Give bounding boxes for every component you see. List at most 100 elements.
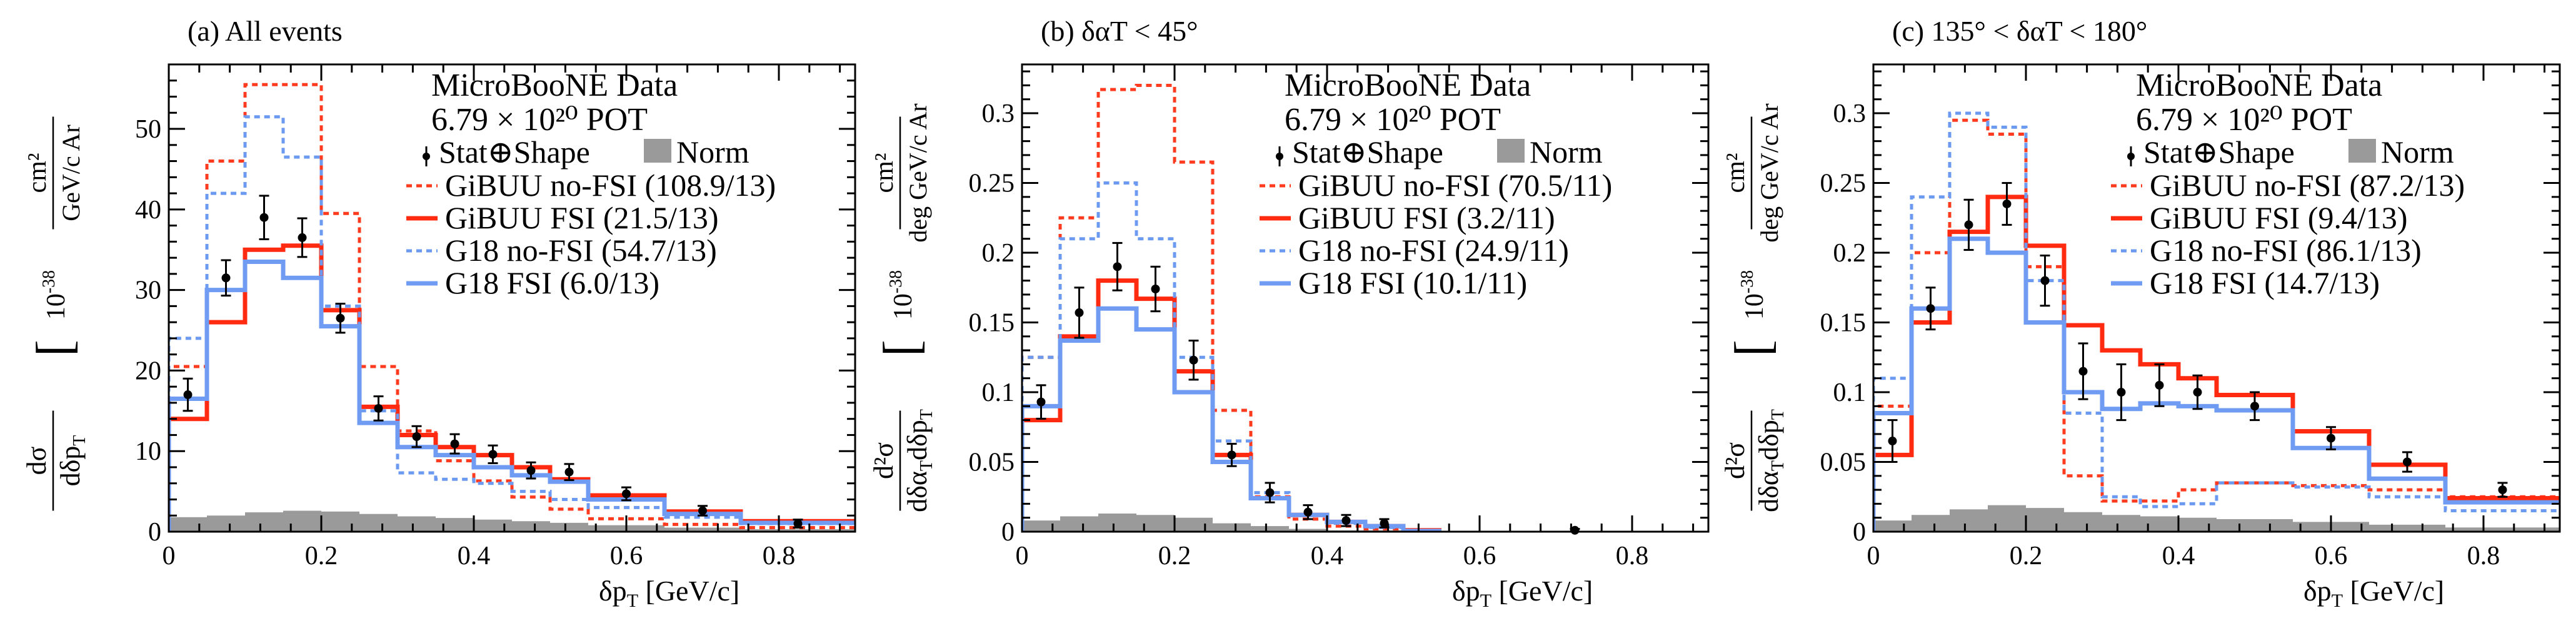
y-label-unit-numerator: cm²	[1722, 153, 1750, 193]
y-label-numerator: d²σ	[868, 442, 899, 479]
x-tick-label: 0.6	[2315, 542, 2348, 570]
x-axis-label-part: T	[1480, 590, 1491, 611]
y-tick-label: 0.3	[982, 99, 1015, 128]
y-label-scale-part: -38	[39, 270, 59, 293]
x-axis-label: δpT [GeV/c]	[1452, 575, 1593, 611]
y-axis: 0 10 20 30 40 50	[135, 63, 855, 547]
y-label-denominator-part: dδα	[1753, 471, 1784, 512]
legend-header: MicroBooNE Data	[431, 68, 678, 103]
norm-band-bar	[2217, 519, 2293, 532]
legend-pot: 6.79 × 10²⁰ POT	[1285, 102, 1501, 138]
y-label-scale: 10-38	[39, 270, 71, 320]
legend-entry: GiBUU no-FSI (108.9/13)	[445, 168, 776, 203]
y-label-bracket-left: [	[27, 340, 82, 357]
y-label-denominator-part: dδp	[1753, 420, 1784, 460]
y-axis: 0 0.05 0.1 0.15 0.2 0.25 0.3	[1820, 70, 2560, 547]
y-tick-label: 0.25	[969, 170, 1015, 198]
data-point	[1113, 262, 1122, 271]
data-point	[259, 213, 269, 222]
y-label-denominator-part: dδα	[902, 471, 933, 512]
x-tick-label: 0.8	[1616, 542, 1649, 570]
y-tick-label: 0	[148, 518, 161, 547]
x-tick-label: 0.2	[1158, 542, 1191, 570]
y-tick-label: 0	[1853, 518, 1866, 547]
y-label-bracket-left: [	[1725, 340, 1780, 357]
legend-entry: GiBUU no-FSI (87.2/13)	[2150, 168, 2465, 203]
data-point	[2250, 402, 2259, 411]
legend-header: MicroBooNE Data	[2136, 68, 2382, 103]
data-point	[564, 467, 574, 477]
x-tick-label: 0.8	[763, 542, 796, 570]
y-label-scale-part: 10	[889, 293, 918, 320]
plot-frame	[168, 63, 856, 533]
y-tick-label: 0.2	[982, 239, 1015, 268]
norm-band-bar	[512, 521, 550, 532]
norm-band-bar	[1289, 529, 1327, 532]
legend-entry: GiBUU no-FSI (70.5/11)	[1298, 168, 1612, 203]
y-tick-label: 40	[135, 196, 161, 225]
y-tick-label: 0	[1001, 518, 1015, 547]
legend-entry: G18 FSI (6.0/13)	[445, 265, 659, 300]
x-tick-label: 0.4	[458, 542, 491, 570]
y-tick-label: 0.3	[1833, 99, 1867, 128]
x-axis-label-part: [GeV/c]	[2343, 575, 2444, 607]
norm-band-bar	[321, 511, 359, 532]
plot-frame	[1872, 63, 2561, 533]
x-axis-label-part: [GeV/c]	[638, 575, 739, 607]
data-point	[1964, 220, 1973, 230]
data-point	[1341, 516, 1351, 525]
legend-entry: G18 no-FSI (24.9/11)	[1298, 233, 1569, 268]
y-label-unit-denominator: deg GeV/c Ar	[1755, 103, 1783, 242]
norm-band-bar	[1060, 516, 1098, 532]
legend-entry: GiBUU FSI (21.5/13)	[445, 200, 719, 235]
x-tick-label: 0.2	[305, 542, 338, 570]
y-axis: 0 0.05 0.1 0.15 0.2 0.25 0.3	[969, 70, 1708, 547]
y-tick-label: 10	[135, 437, 161, 466]
y-tick-label: 0.05	[1820, 448, 1867, 477]
y-tick-label: 0.1	[982, 378, 1015, 407]
data-point	[298, 233, 307, 242]
y-tick-label: 0.15	[1820, 309, 1867, 338]
x-tick-label: 0.2	[2010, 542, 2043, 570]
norm-band-bar	[2369, 524, 2445, 532]
norm-band-bar	[169, 517, 207, 532]
x-axis-label-part: T	[2332, 590, 2343, 611]
panel-label: (b) δαT < 45°	[1041, 15, 1198, 47]
data-point	[2327, 433, 2335, 443]
norm-band-bar	[2178, 517, 2217, 532]
x-axis-label-part: δp	[2303, 575, 2332, 607]
data-point	[221, 273, 231, 283]
legend-norm-swatch	[644, 139, 671, 163]
norm-band-bar	[436, 518, 474, 532]
y-tick-label: 0.1	[1833, 378, 1867, 407]
norm-band-bar	[1136, 515, 1175, 532]
norm-band-bar	[1098, 514, 1136, 532]
x-tick-label: 0.8	[2467, 542, 2500, 570]
legend-entry: GiBUU FSI (9.4/13)	[2150, 200, 2408, 235]
data-point	[2040, 276, 2050, 285]
norm-band-bar	[2445, 527, 2560, 532]
data-point	[1036, 397, 1046, 407]
legend-pot: 6.79 × 10²⁰ POT	[2136, 102, 2352, 138]
legend-entry: GiBUU FSI (3.2/11)	[1298, 200, 1555, 235]
norm-band-bar	[1988, 505, 2026, 532]
data-point	[1380, 519, 1389, 528]
y-label-unit-numerator: cm²	[23, 153, 52, 193]
x-axis-label-part: δp	[599, 575, 627, 607]
y-label-denominator-part: T	[1768, 460, 1788, 471]
data-point	[2117, 388, 2126, 397]
legend-data-marker	[2127, 153, 2135, 160]
y-label-scale: 10-38	[1738, 270, 1769, 320]
norm-band-bar	[359, 514, 398, 532]
y-tick-label: 0.2	[1833, 239, 1867, 268]
data-points	[183, 195, 803, 529]
y-tick-label: 0.05	[969, 448, 1015, 477]
data-point	[622, 489, 631, 499]
x-tick-label: 0	[163, 542, 176, 570]
data-point	[1189, 355, 1198, 365]
x-axis: 0 0.2 0.4 0.6 0.8	[1016, 64, 1695, 570]
